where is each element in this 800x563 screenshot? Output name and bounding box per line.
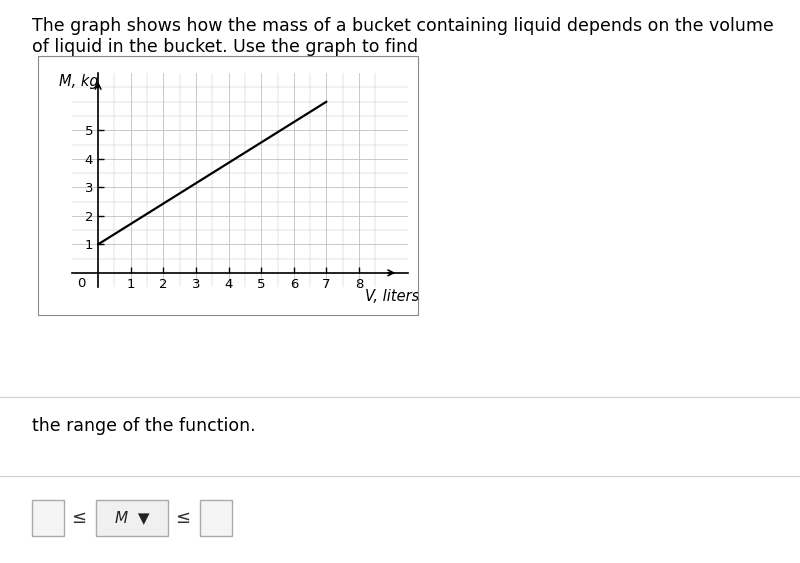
Text: M  ▼: M ▼ bbox=[114, 511, 150, 525]
Text: V, liters: V, liters bbox=[365, 289, 419, 303]
Text: 0: 0 bbox=[78, 277, 86, 290]
Text: ≤: ≤ bbox=[175, 509, 190, 527]
Text: ≤: ≤ bbox=[71, 509, 86, 527]
Text: M, kg: M, kg bbox=[58, 74, 98, 90]
Text: The graph shows how the mass of a bucket containing liquid depends on the volume: The graph shows how the mass of a bucket… bbox=[32, 17, 774, 56]
Text: the range of the function.: the range of the function. bbox=[32, 417, 256, 435]
